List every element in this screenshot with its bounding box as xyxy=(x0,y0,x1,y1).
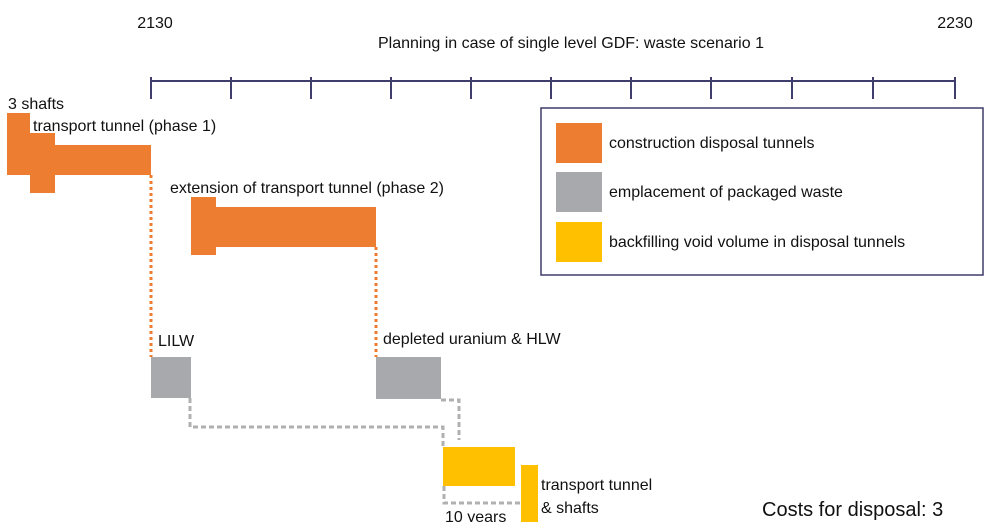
legend-swatch xyxy=(556,172,602,212)
label: 3 shafts xyxy=(8,96,64,113)
label: extension of transport tunnel (phase 2) xyxy=(170,180,444,197)
orange-bars xyxy=(7,113,376,255)
legend-label: emplacement of packaged waste xyxy=(609,184,843,201)
yellow-bars xyxy=(443,447,538,522)
connectors xyxy=(149,175,521,505)
axis xyxy=(150,77,956,99)
legend-swatch xyxy=(556,123,602,163)
legend-swatch xyxy=(556,222,602,262)
gray-bars xyxy=(151,357,441,399)
title: Planning in case of single level GDF: wa… xyxy=(378,35,764,52)
label: 10 years xyxy=(445,509,506,522)
legend-box xyxy=(540,107,984,276)
label: & shafts xyxy=(541,500,599,517)
label: transport tunnel xyxy=(541,477,652,494)
label: depleted uranium & HLW xyxy=(383,331,561,348)
legend: construction disposal tunnels emplacement… xyxy=(556,123,905,262)
start-label: 2130 xyxy=(137,15,173,32)
legend-label: construction disposal tunnels xyxy=(609,135,814,152)
end-label: 2230 xyxy=(937,15,973,32)
label: transport tunnel (phase 1) xyxy=(33,118,216,135)
costs: Costs for disposal: 3 xyxy=(762,499,943,521)
label: LILW xyxy=(158,333,195,350)
legend-label: backfilling void volume in disposal tunn… xyxy=(609,234,905,251)
